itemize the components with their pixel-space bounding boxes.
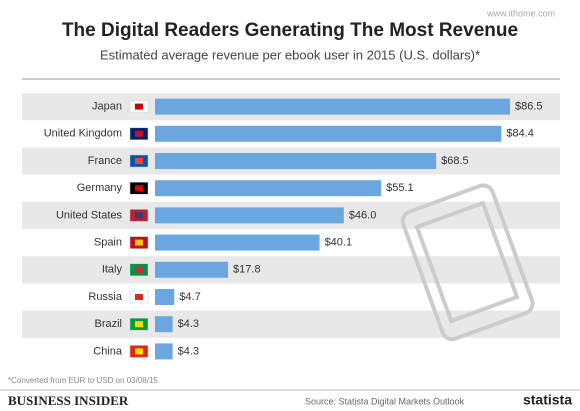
flag xyxy=(135,130,143,137)
value-label: $4.7 xyxy=(179,291,200,303)
bar xyxy=(155,289,175,305)
brand: BUSINESS INSIDER xyxy=(8,393,129,408)
flag xyxy=(135,266,143,273)
flag xyxy=(135,103,143,110)
chart-title: The Digital Readers Generating The Most … xyxy=(62,20,518,41)
bar xyxy=(155,153,437,169)
category-label: Spain xyxy=(94,237,122,249)
tablet-icon xyxy=(400,183,535,342)
logo: statista xyxy=(523,392,572,408)
flag xyxy=(135,185,143,192)
flag xyxy=(135,294,143,300)
flag xyxy=(135,348,143,355)
bar xyxy=(155,180,382,197)
value-label: $4.3 xyxy=(178,345,199,357)
category-label: Russia xyxy=(88,291,123,303)
flag xyxy=(135,212,143,219)
value-label: $86.5 xyxy=(515,101,543,113)
value-label: $68.5 xyxy=(441,155,469,167)
flag xyxy=(135,239,143,246)
bar xyxy=(155,125,502,142)
row-band xyxy=(22,256,560,284)
category-label: Italy xyxy=(102,264,123,276)
category-label: Japan xyxy=(92,101,122,113)
flag xyxy=(135,158,143,164)
value-label: $4.3 xyxy=(178,318,199,330)
category-label: United Kingdom xyxy=(44,128,122,140)
value-label: $17.8 xyxy=(233,264,261,276)
bar xyxy=(155,343,173,360)
bar xyxy=(155,207,344,224)
footnote: *Converted from EUR to USD on 03/08/15 xyxy=(8,376,158,385)
source: Source: Statista Digital Markets Outlook xyxy=(305,396,465,406)
value-label: $40.1 xyxy=(325,237,353,249)
value-label: $84.4 xyxy=(506,128,534,140)
category-label: Brazil xyxy=(94,318,122,330)
bar xyxy=(155,261,229,278)
category-label: France xyxy=(88,155,122,167)
bar xyxy=(155,316,173,333)
bar xyxy=(155,234,320,251)
chart-subtitle: Estimated average revenue per ebook user… xyxy=(100,47,480,62)
category-label: Germany xyxy=(77,182,123,194)
category-label: United States xyxy=(56,209,123,221)
flag xyxy=(135,321,143,328)
value-label: $55.1 xyxy=(386,182,414,194)
category-label: China xyxy=(93,345,123,357)
watermark: www.ithome.com xyxy=(486,8,555,18)
bar xyxy=(155,98,510,115)
value-label: $46.0 xyxy=(349,209,377,221)
